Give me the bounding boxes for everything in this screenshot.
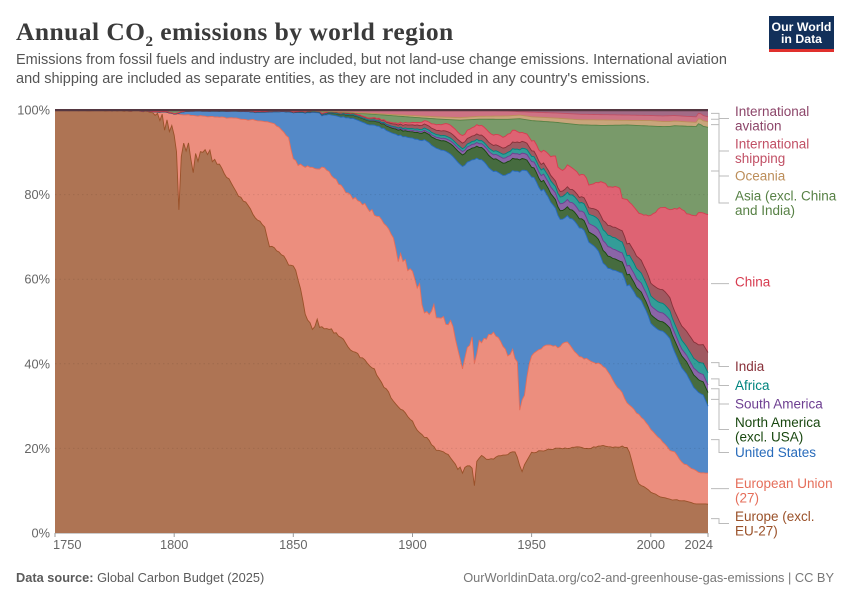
svg-text:80%: 80% [24,187,50,202]
svg-text:Europe (excl.: Europe (excl. [735,509,815,524]
svg-text:China: China [735,275,771,290]
svg-text:South America: South America [735,397,823,412]
svg-text:Asia (excl. China: Asia (excl. China [735,189,837,204]
svg-text:(27): (27) [735,491,759,506]
svg-text:60%: 60% [24,272,50,287]
svg-text:100%: 100% [17,103,50,118]
svg-text:aviation: aviation [735,119,782,134]
svg-text:1950: 1950 [517,537,545,552]
svg-text:North America: North America [735,415,821,430]
svg-text:40%: 40% [24,356,50,371]
svg-text:2000: 2000 [637,537,665,552]
svg-text:International: International [735,104,809,119]
svg-text:shipping: shipping [735,151,785,166]
svg-text:20%: 20% [24,441,50,456]
svg-text:India: India [735,359,765,374]
svg-text:1800: 1800 [160,537,188,552]
svg-text:Oceania: Oceania [735,169,786,184]
svg-text:0%: 0% [32,526,51,541]
svg-text:1900: 1900 [398,537,426,552]
svg-text:and India): and India) [735,203,795,218]
svg-text:United States: United States [735,445,816,460]
svg-text:2024: 2024 [685,537,713,552]
svg-text:(excl. USA): (excl. USA) [735,430,803,445]
svg-text:EU-27): EU-27) [735,524,778,539]
svg-text:Africa: Africa [735,378,770,393]
svg-text:1750: 1750 [53,537,81,552]
svg-text:European Union: European Union [735,476,833,491]
svg-text:International: International [735,137,809,152]
svg-text:1850: 1850 [279,537,307,552]
